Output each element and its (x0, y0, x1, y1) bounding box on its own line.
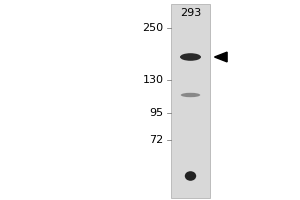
Text: 95: 95 (149, 108, 164, 118)
Ellipse shape (185, 171, 196, 181)
Ellipse shape (181, 93, 200, 97)
Text: 250: 250 (142, 23, 164, 33)
Text: 130: 130 (142, 75, 164, 85)
Text: 293: 293 (180, 8, 201, 18)
Ellipse shape (180, 53, 201, 61)
Text: 72: 72 (149, 135, 164, 145)
Polygon shape (214, 52, 227, 62)
Bar (171, 4, 210, 198)
